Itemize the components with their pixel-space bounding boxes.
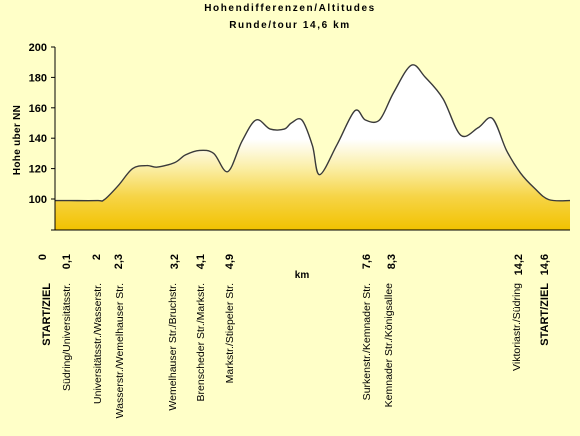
x-tick-label: 2,3 [113,254,125,269]
y-tick-label: 140 [29,133,47,145]
place-label: Surkenstr./Kemnader Str. [361,283,373,400]
place-label: Brenscheder Str./Markstr. [195,283,207,401]
chart-title: Hohendifferenzen/Altitudes [204,3,376,14]
place-label: Südring/Universitätsstr. [61,283,73,391]
x-tick-label: 8,3 [386,254,398,269]
place-label: Markstr./Stiepeler Str. [224,283,236,383]
y-tick-label: 100 [29,194,47,206]
x-axis-title: km [295,270,310,281]
x-tick-label: 7,6 [361,254,373,269]
chart-subtitle: Runde/tour 14,6 km [229,20,351,31]
place-label: Wasserstr./Wemelhauser Str. [114,283,126,418]
x-tick-label: 3,2 [169,254,181,269]
place-labels: START/ZIEL Südring/Universitätsstr. Univer… [41,283,551,419]
x-tick-label: 14,2 [513,254,525,275]
x-tick-label: 2 [91,254,103,260]
x-tick-label: 4,1 [195,254,207,269]
x-tick-label: 14,6 [539,254,551,275]
y-axis: 100 120 140 160 180 200 [29,42,56,231]
place-label: START/ZIEL [539,283,551,346]
y-tick-label: 160 [29,103,47,115]
x-axis: 0 0,1 2 2,3 3,2 4,1 4,9 7,6 8,3 14,2 14,6 [37,229,570,275]
plot-area [55,64,571,230]
place-label: Kemnader Str./Königsallee [383,283,395,407]
x-tick-label: 4,9 [224,254,236,269]
y-tick-label: 200 [29,42,47,54]
y-tick-label: 180 [29,72,47,84]
altitude-line [55,64,571,202]
place-label: Universitätsstr./Wasserstr. [92,283,104,404]
y-axis-title: Hohe uber NN [12,105,23,175]
y-tick-label: 120 [29,164,47,176]
place-label: START/ZIEL [41,283,53,346]
x-tick-label: 0,1 [61,254,73,269]
place-label: Wemelhauser Str./Bruchstr. [167,283,179,411]
x-tick-label: 0 [37,254,49,260]
place-label: Viktoriastr./Südring [511,283,523,371]
